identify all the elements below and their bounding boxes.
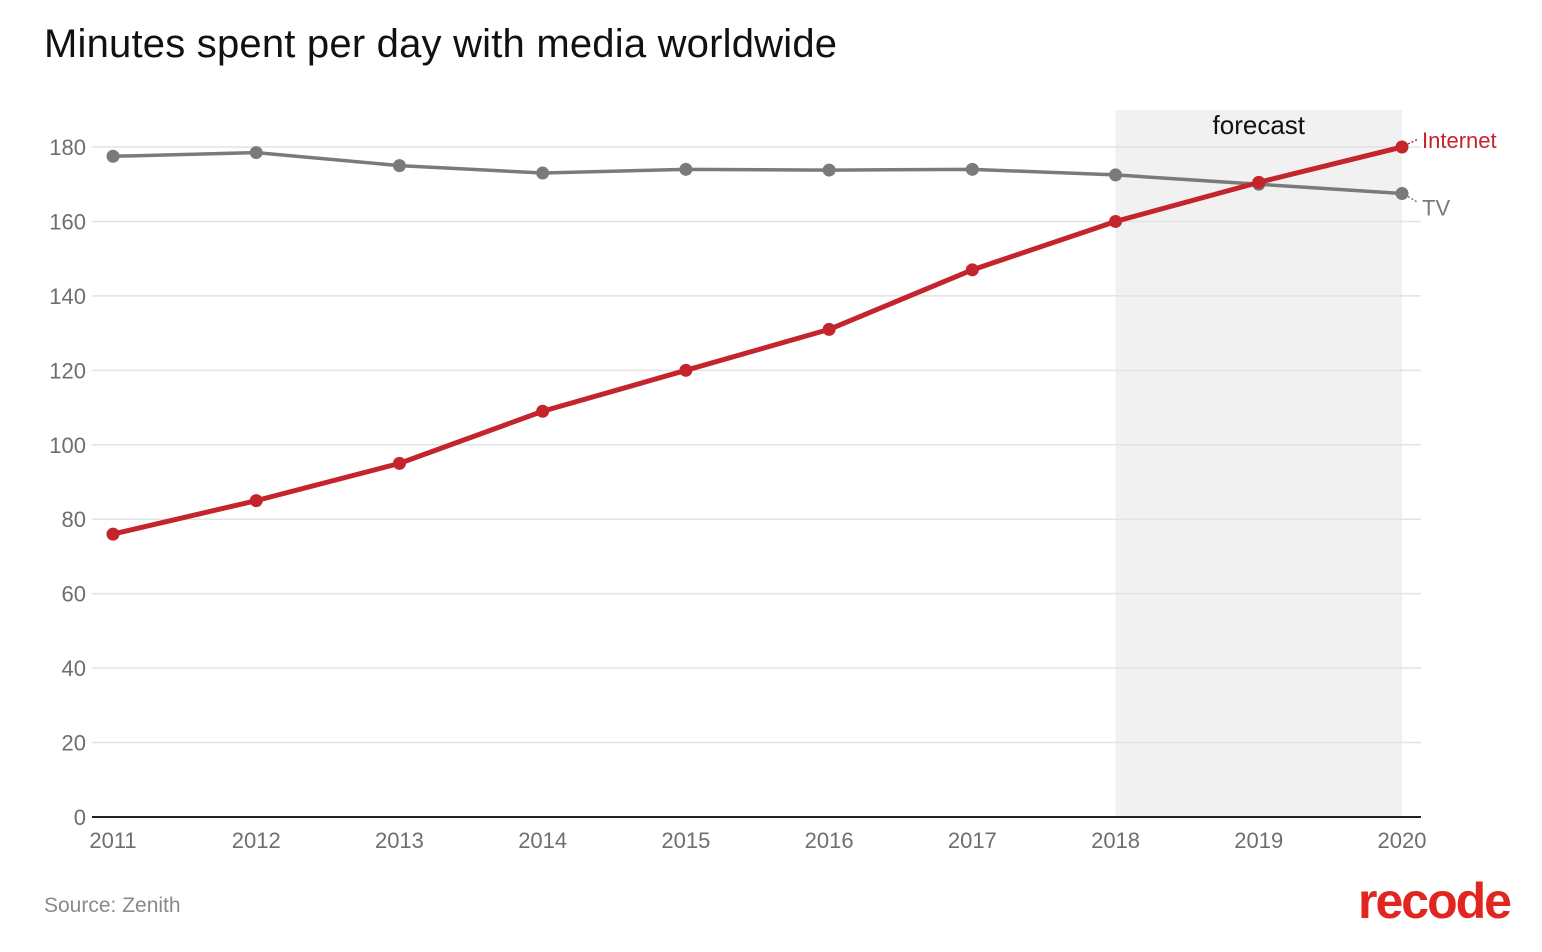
y-tick-label: 160 [49,209,86,234]
y-tick-label: 180 [49,135,86,160]
x-tick-label: 2015 [661,828,710,853]
series-label-internet: Internet [1422,128,1497,153]
forecast-band [1115,110,1402,817]
x-tick-label: 2018 [1091,828,1140,853]
series-label-tv: TV [1422,196,1450,221]
data-point-internet [679,363,693,377]
y-tick-label: 120 [49,358,86,383]
chart-title: Minutes spent per day with media worldwi… [44,22,838,66]
data-point-internet [822,322,836,336]
x-tick-label: 2020 [1378,828,1427,853]
data-point-tv [679,162,693,176]
data-point-tv [1109,168,1123,182]
source-note: Source: Zenith [44,894,181,917]
data-point-tv [106,149,120,163]
leader-internet [1407,138,1419,145]
data-point-internet [249,494,263,508]
x-tick-label: 2013 [375,828,424,853]
y-tick-label: 20 [62,731,86,756]
recode-logo: recode [1358,873,1512,929]
y-tick-label: 40 [62,656,86,681]
data-point-tv [249,146,263,160]
y-tick-label: 80 [62,507,86,532]
y-tick-label: 100 [49,433,86,458]
series-line-internet [110,144,1405,537]
data-point-tv [822,163,836,177]
data-point-tv [392,159,406,173]
data-point-internet [1252,175,1266,189]
y-tick-label: 0 [74,805,86,830]
data-point-internet [106,527,120,541]
data-point-internet [392,456,406,470]
data-point-internet [1395,140,1409,154]
x-tick-label: 2017 [948,828,997,853]
x-tick-label: 2011 [89,828,136,853]
data-point-internet [965,263,979,277]
x-tick-label: 2019 [1234,828,1283,853]
series-line-tv [111,150,1404,196]
x-tick-label: 2016 [805,828,854,853]
data-point-internet [536,404,550,418]
x-tick-label: 2014 [518,828,567,853]
data-point-tv [965,162,979,176]
data-point-tv [1395,187,1409,201]
y-tick-label: 140 [49,284,86,309]
y-tick-label: 60 [62,582,86,607]
data-point-tv [536,166,550,180]
x-tick-label: 2012 [232,828,281,853]
leader-tv [1407,195,1419,204]
data-point-internet [1109,214,1123,228]
forecast-label: forecast [1213,110,1306,140]
